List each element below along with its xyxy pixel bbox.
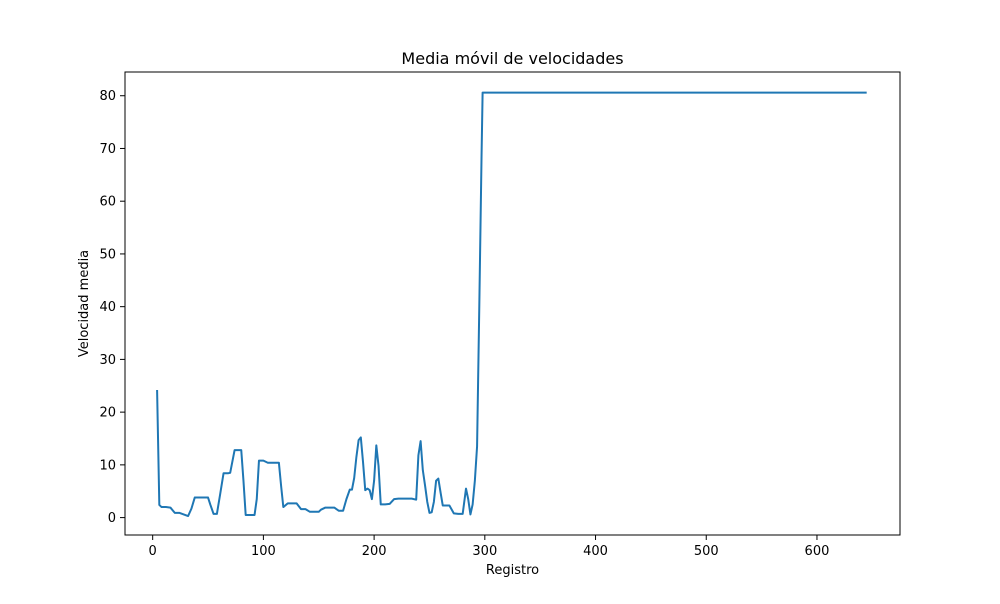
y-tick-label: 20	[99, 406, 116, 421]
y-tick-label: 70	[99, 142, 116, 157]
chart-title: Media móvil de velocidades	[401, 49, 623, 68]
plot-area-background	[125, 72, 900, 535]
series-line	[156, 91, 867, 518]
plot-frame	[124, 71, 901, 536]
y-tick-label: 30	[99, 353, 116, 368]
series-layer	[156, 91, 867, 518]
y-tick-label: 80	[99, 89, 116, 104]
x-tick-label: 500	[694, 544, 719, 559]
y-tick-label: 0	[108, 511, 116, 526]
x-tick-label: 200	[362, 544, 387, 559]
y-tick-label: 60	[99, 195, 116, 210]
x-tick-label: 0	[149, 544, 157, 559]
x-tick-label: 300	[472, 544, 497, 559]
y-tick-label: 40	[99, 300, 116, 315]
x-tick-label: 600	[805, 544, 830, 559]
y-tick-label: 50	[99, 247, 116, 262]
x-axis-title: Registro	[486, 563, 539, 578]
y-axis-title: Velocidad media	[77, 250, 92, 357]
ticks-layer: 0 100 200 300 400 500 600 0 10 20 30 40 50 60 70 80	[99, 89, 829, 559]
x-tick-label: 100	[251, 544, 276, 559]
x-tick-label: 400	[583, 544, 608, 559]
y-tick-label: 10	[99, 458, 116, 473]
